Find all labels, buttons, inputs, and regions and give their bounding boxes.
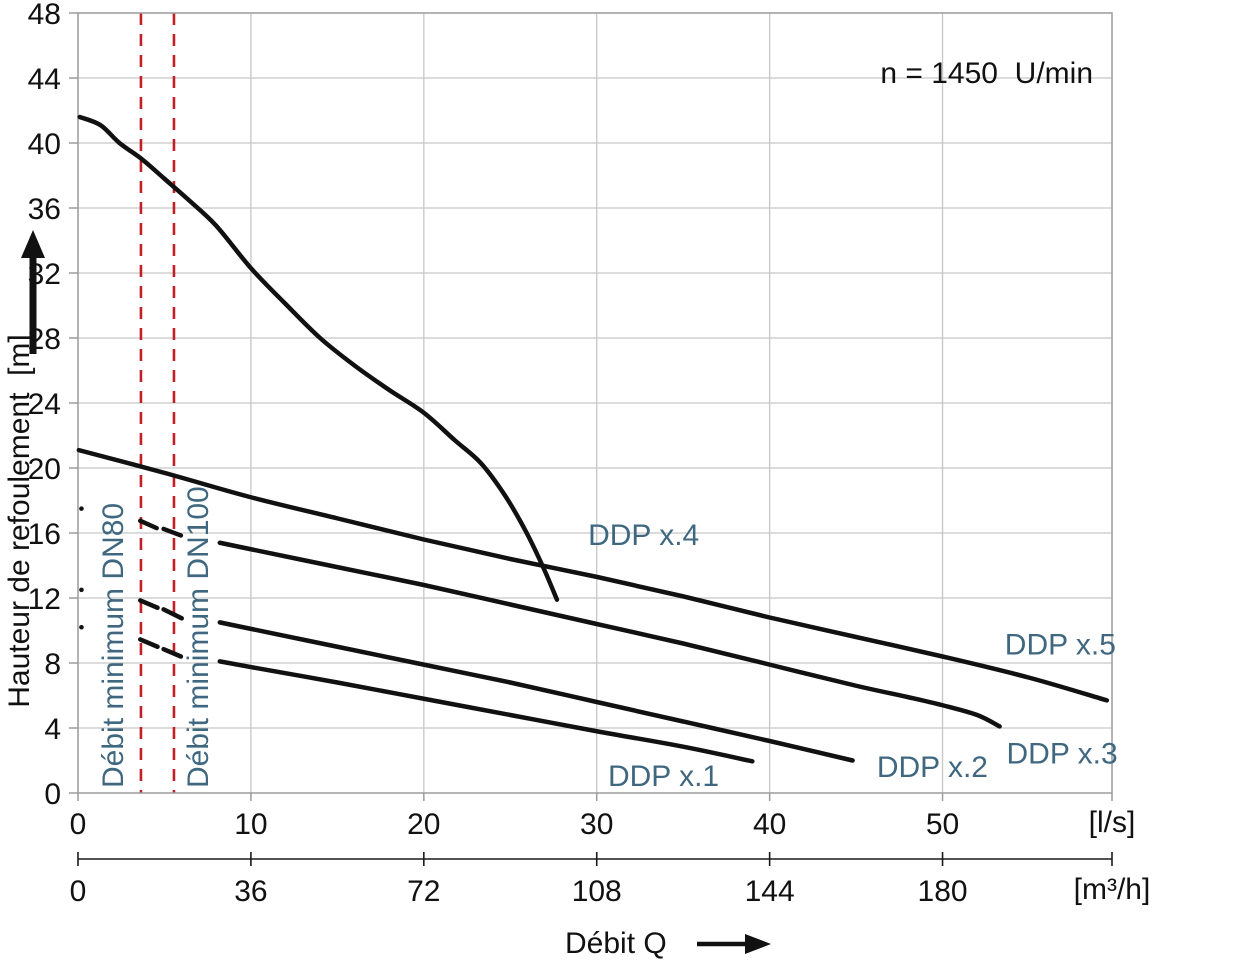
curve-ddp-x-5 (76, 447, 1110, 703)
curve-dash-ddp-x-1 (137, 637, 160, 649)
y-tick-label: 24 (28, 388, 61, 421)
curve-label-ddp-x-1: DDP x.1 (608, 760, 719, 793)
x-axis-unit-ls: [l/s] (1088, 806, 1136, 839)
curve-dot-ddp-x-1 (79, 624, 84, 630)
curve-label-ddp-x-2: DDP x.2 (877, 751, 988, 784)
x-tick-label-ls: 50 (926, 808, 959, 841)
x-tick-label-m3h: 144 (745, 875, 795, 908)
curve-dash-ddp-x-2 (137, 598, 160, 610)
x-axis-title: Débit Q (565, 927, 667, 960)
x-axis-unit-m3h: [m³/h] (1073, 873, 1151, 906)
min-flow-label-dn80: Débit minimum DN80 (97, 503, 130, 788)
x-tick-label-m3h: 72 (407, 875, 440, 908)
head-arrow-head (21, 230, 45, 258)
y-tick-label: 40 (28, 128, 61, 161)
x-tick-label-ls: 20 (407, 808, 440, 841)
x-tick-label-ls: 10 (234, 808, 267, 841)
y-tick-label: 20 (28, 453, 61, 486)
x-tick-label-ls: 40 (753, 808, 786, 841)
flow-arrow-head (745, 934, 771, 954)
y-axis-title: Hauteur de refoulement [m] (3, 334, 36, 708)
curve-dot-ddp-x-3 (79, 506, 84, 511)
x-tick-label-m3h: 36 (234, 875, 267, 908)
curve-dash-ddp-x-2 (161, 607, 184, 621)
curve-dash-ddp-x-3 (137, 518, 159, 531)
y-tick-label: 36 (28, 193, 61, 226)
x-tick-label-ls: 30 (580, 808, 613, 841)
y-tick-label: 12 (28, 583, 61, 616)
curve-ddp-x-2 (217, 620, 855, 763)
y-tick-label: 16 (28, 518, 61, 551)
y-tick-label: 0 (44, 778, 61, 811)
curve-ddp-x-1 (217, 659, 755, 764)
x-tick-label-m3h: 0 (70, 875, 87, 908)
min-flow-label-dn100: Débit minimum DN100 (182, 486, 215, 788)
x-tick-label-m3h: 108 (572, 875, 622, 908)
curve-ddp-x-4 (77, 114, 560, 602)
curve-dash-ddp-x-3 (161, 526, 184, 538)
curve-dash-ddp-x-1 (161, 646, 184, 659)
curve-label-ddp-x-4: DDP x.4 (588, 519, 699, 552)
y-tick-label: 8 (44, 648, 61, 681)
y-tick-label: 4 (44, 713, 61, 746)
x-tick-label-m3h: 180 (918, 875, 968, 908)
speed-annotation: n = 1450 U/min (880, 57, 1093, 90)
curve-dot-ddp-x-2 (79, 587, 84, 593)
y-tick-label: 44 (28, 63, 61, 96)
y-tick-label: 48 (28, 0, 61, 31)
x-tick-label-ls: 0 (70, 808, 87, 841)
curve-label-ddp-x-3: DDP x.3 (1007, 737, 1118, 770)
curve-label-ddp-x-5: DDP x.5 (1005, 629, 1116, 662)
curve-ddp-x-3 (217, 540, 1002, 729)
